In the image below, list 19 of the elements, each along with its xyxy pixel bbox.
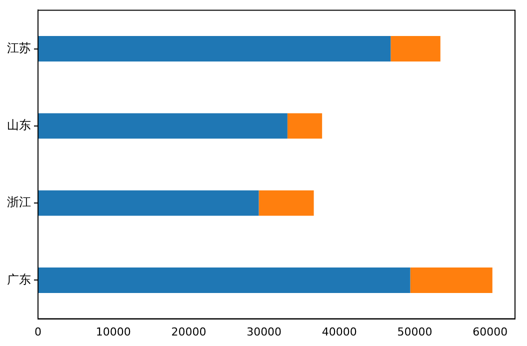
bar xyxy=(38,190,259,216)
y-tick-label: 广东 xyxy=(7,272,31,286)
bar xyxy=(390,36,440,62)
x-tick-label: 60000 xyxy=(472,325,508,338)
x-tick-label: 40000 xyxy=(322,325,357,338)
bar xyxy=(38,36,391,62)
bar xyxy=(410,267,492,293)
bar xyxy=(258,190,314,216)
x-tick-label: 50000 xyxy=(397,325,432,338)
y-tick-label: 山东 xyxy=(7,118,31,132)
x-tick-label: 10000 xyxy=(96,325,131,338)
y-tick-label: 江苏 xyxy=(7,40,31,55)
bar xyxy=(287,113,322,139)
x-tick-label: 20000 xyxy=(171,325,206,338)
bar xyxy=(38,267,410,293)
x-tick-label: 0 xyxy=(34,325,42,338)
x-tick-label: 30000 xyxy=(246,325,282,338)
y-tick-label: 浙江 xyxy=(7,195,31,210)
bar xyxy=(38,113,288,139)
